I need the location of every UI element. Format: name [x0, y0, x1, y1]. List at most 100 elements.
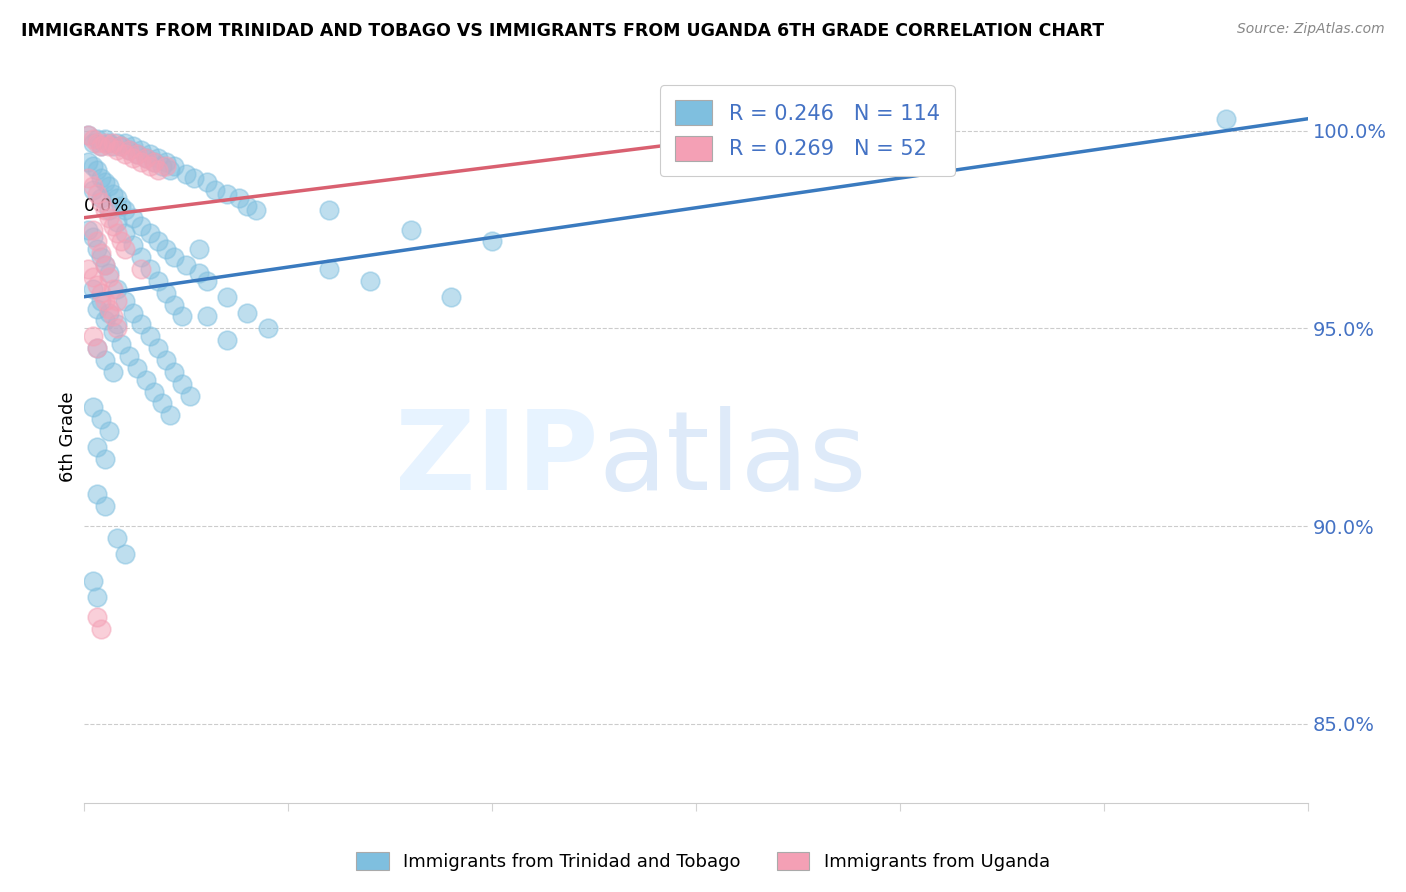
- Point: [93, 136, 115, 150]
- Point: [90, 250, 112, 264]
- Point: [82, 574, 104, 589]
- Point: [155, 285, 177, 300]
- Point: [163, 298, 186, 312]
- Point: [236, 305, 259, 319]
- Point: [1215, 112, 1237, 126]
- Point: [142, 155, 165, 169]
- Point: [97, 136, 120, 150]
- Point: [195, 310, 218, 324]
- Point: [135, 373, 157, 387]
- Point: [86, 186, 108, 201]
- Point: [97, 202, 120, 217]
- Text: Source: ZipAtlas.com: Source: ZipAtlas.com: [1237, 22, 1385, 37]
- Point: [90, 293, 112, 308]
- Point: [187, 242, 209, 256]
- Point: [86, 131, 108, 145]
- Point: [97, 305, 120, 319]
- Point: [93, 293, 115, 308]
- Point: [90, 622, 112, 636]
- Point: [82, 222, 104, 236]
- Point: [118, 349, 141, 363]
- Point: [359, 274, 381, 288]
- Point: [245, 202, 267, 217]
- Point: [101, 139, 124, 153]
- Point: [110, 235, 132, 249]
- Point: [105, 318, 128, 332]
- Legend: R = 0.246   N = 114, R = 0.269   N = 52: R = 0.246 N = 114, R = 0.269 N = 52: [661, 86, 955, 176]
- Point: [159, 163, 181, 178]
- Point: [86, 341, 108, 355]
- Point: [90, 171, 112, 186]
- Point: [146, 152, 169, 166]
- Point: [97, 211, 120, 225]
- Point: [114, 202, 136, 217]
- Point: [146, 274, 169, 288]
- Point: [105, 136, 128, 150]
- Point: [114, 242, 136, 256]
- Point: [86, 610, 108, 624]
- Point: [135, 152, 157, 166]
- Point: [86, 277, 108, 292]
- Point: [131, 262, 153, 277]
- Point: [163, 250, 186, 264]
- Point: [101, 365, 124, 379]
- Point: [150, 396, 173, 410]
- Point: [105, 144, 128, 158]
- Point: [163, 365, 186, 379]
- Text: atlas: atlas: [598, 406, 866, 513]
- Point: [105, 282, 128, 296]
- Point: [257, 321, 280, 335]
- Point: [172, 376, 194, 391]
- Point: [228, 191, 250, 205]
- Point: [86, 235, 108, 249]
- Point: [101, 326, 124, 340]
- Point: [77, 155, 100, 169]
- Point: [142, 155, 165, 169]
- Point: [97, 179, 120, 194]
- Point: [122, 305, 145, 319]
- Point: [77, 128, 100, 142]
- Point: [105, 227, 128, 241]
- Point: [131, 250, 153, 264]
- Point: [86, 487, 108, 501]
- Point: [179, 388, 201, 402]
- Point: [142, 384, 165, 399]
- Point: [86, 136, 108, 150]
- Point: [195, 274, 218, 288]
- Point: [86, 242, 108, 256]
- Point: [127, 147, 149, 161]
- Point: [217, 290, 239, 304]
- Point: [159, 409, 181, 423]
- Point: [174, 167, 197, 181]
- Point: [114, 227, 136, 241]
- Point: [135, 152, 157, 166]
- Point: [90, 139, 112, 153]
- Point: [97, 301, 120, 316]
- Point: [86, 341, 108, 355]
- Point: [217, 186, 239, 201]
- Point: [114, 547, 136, 561]
- Point: [101, 310, 124, 324]
- Point: [90, 246, 112, 260]
- Point: [97, 424, 120, 438]
- Point: [77, 171, 100, 186]
- Point: [82, 183, 104, 197]
- Point: [122, 211, 145, 225]
- Point: [82, 269, 104, 284]
- Point: [155, 159, 177, 173]
- Point: [127, 360, 149, 375]
- Point: [127, 147, 149, 161]
- Point: [122, 152, 145, 166]
- Point: [101, 219, 124, 233]
- Point: [131, 219, 153, 233]
- Point: [114, 293, 136, 308]
- Point: [93, 500, 115, 514]
- Point: [101, 282, 124, 296]
- Point: [86, 163, 108, 178]
- Point: [105, 531, 128, 545]
- Point: [105, 191, 128, 205]
- Point: [77, 128, 100, 142]
- Point: [118, 144, 141, 158]
- Point: [93, 175, 115, 189]
- Point: [93, 353, 115, 368]
